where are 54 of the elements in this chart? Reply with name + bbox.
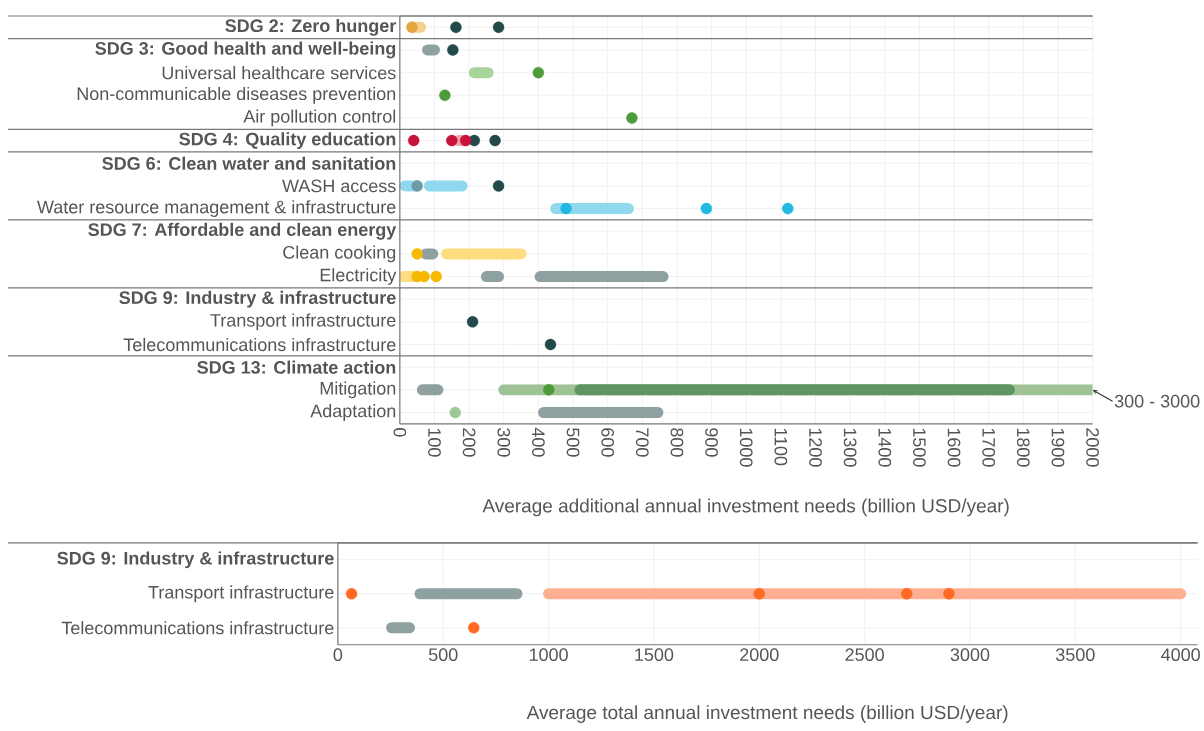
x-tick-label: 100 [428,428,441,457]
x-tick-label: 800 [670,428,684,457]
y-tick-label: SDG 13: Climate action [197,360,396,374]
y-tick-label: SDG 6: Clean water and sanitation [102,156,396,171]
y-tick-label: Transport infrastructure [148,585,334,603]
y-tick-label: Adaptation [310,404,396,422]
y-tick-label: Telecommunications infrastructure [123,338,396,352]
y-tick-label: Transport infrastructure [210,313,396,331]
x-tick-label: 500 [428,648,458,662]
y-tick-label: SDG 9: Industry & infrastructure [57,551,334,569]
x-axis-title: Average additional annual investment needs (billion USD/year) [482,498,1009,517]
x-tick-label: 700 [635,428,649,457]
x-tick-label: 200 [462,428,476,457]
y-tick-label: Universal healthcare services [162,66,396,80]
y-tick-label: Electricity [320,268,397,286]
x-tick-label: 1600 [947,428,961,467]
x-tick-label: 1000 [739,428,753,467]
x-tick-label: 3000 [950,648,990,662]
x-tick-label: 1700 [982,428,996,467]
y-tick-label: Non-communicable diseases prevention [77,87,396,104]
x-axis-title: Average total annual investment needs (billion USD/year) [526,705,1008,724]
x-tick-label: 500 [566,428,580,457]
x-tick-label: 2500 [845,648,884,662]
y-tick-label: SDG 2: Zero hunger [225,19,397,36]
y-tick-label: SDG 9: Industry & infrastructure [119,290,396,308]
y-tick-label: Mitigation [320,381,396,399]
y-tick-label: SDG 3: Good health and well-being [95,41,396,59]
y-tick-label: WASH access [282,179,396,193]
x-tick-label: 1500 [913,428,926,467]
y-tick-label: Clean cooking [283,245,396,263]
x-tick-label: 1500 [635,648,674,662]
x-tick-label: 400 [532,427,545,457]
x-tick-label: 3500 [1055,648,1095,662]
y-tick-label: SDG 7: Affordable and clean energy [88,222,397,240]
annotation: 300 - 3000 [1114,394,1200,408]
x-tick-label: 2000 [1086,428,1099,467]
x-tick-label: 0 [393,428,407,437]
y-tick-label: Air pollution control [243,109,396,127]
x-tick-label: 1100 [774,428,788,466]
x-tick-label: 1400 [878,428,892,467]
x-tick-label: 1200 [809,428,822,467]
y-tick-label: SDG 4: Quality education [179,132,396,150]
x-tick-label: 1300 [843,428,857,467]
x-tick-label: 900 [705,428,718,457]
y-tick-label: Telecommunications infrastructure [61,621,334,635]
x-tick-label: 4000 [1161,648,1200,662]
x-tick-label: 2000 [740,648,779,662]
x-tick-label: 1800 [1016,428,1030,467]
y-tick-label: Water resource management & infrastructure [37,200,396,218]
x-tick-label: 600 [601,428,615,457]
x-tick-label: 1000 [529,648,568,662]
x-tick-label: 0 [333,648,343,662]
x-tick-label: 1900 [1051,428,1065,467]
x-tick-label: 300 [497,428,511,457]
